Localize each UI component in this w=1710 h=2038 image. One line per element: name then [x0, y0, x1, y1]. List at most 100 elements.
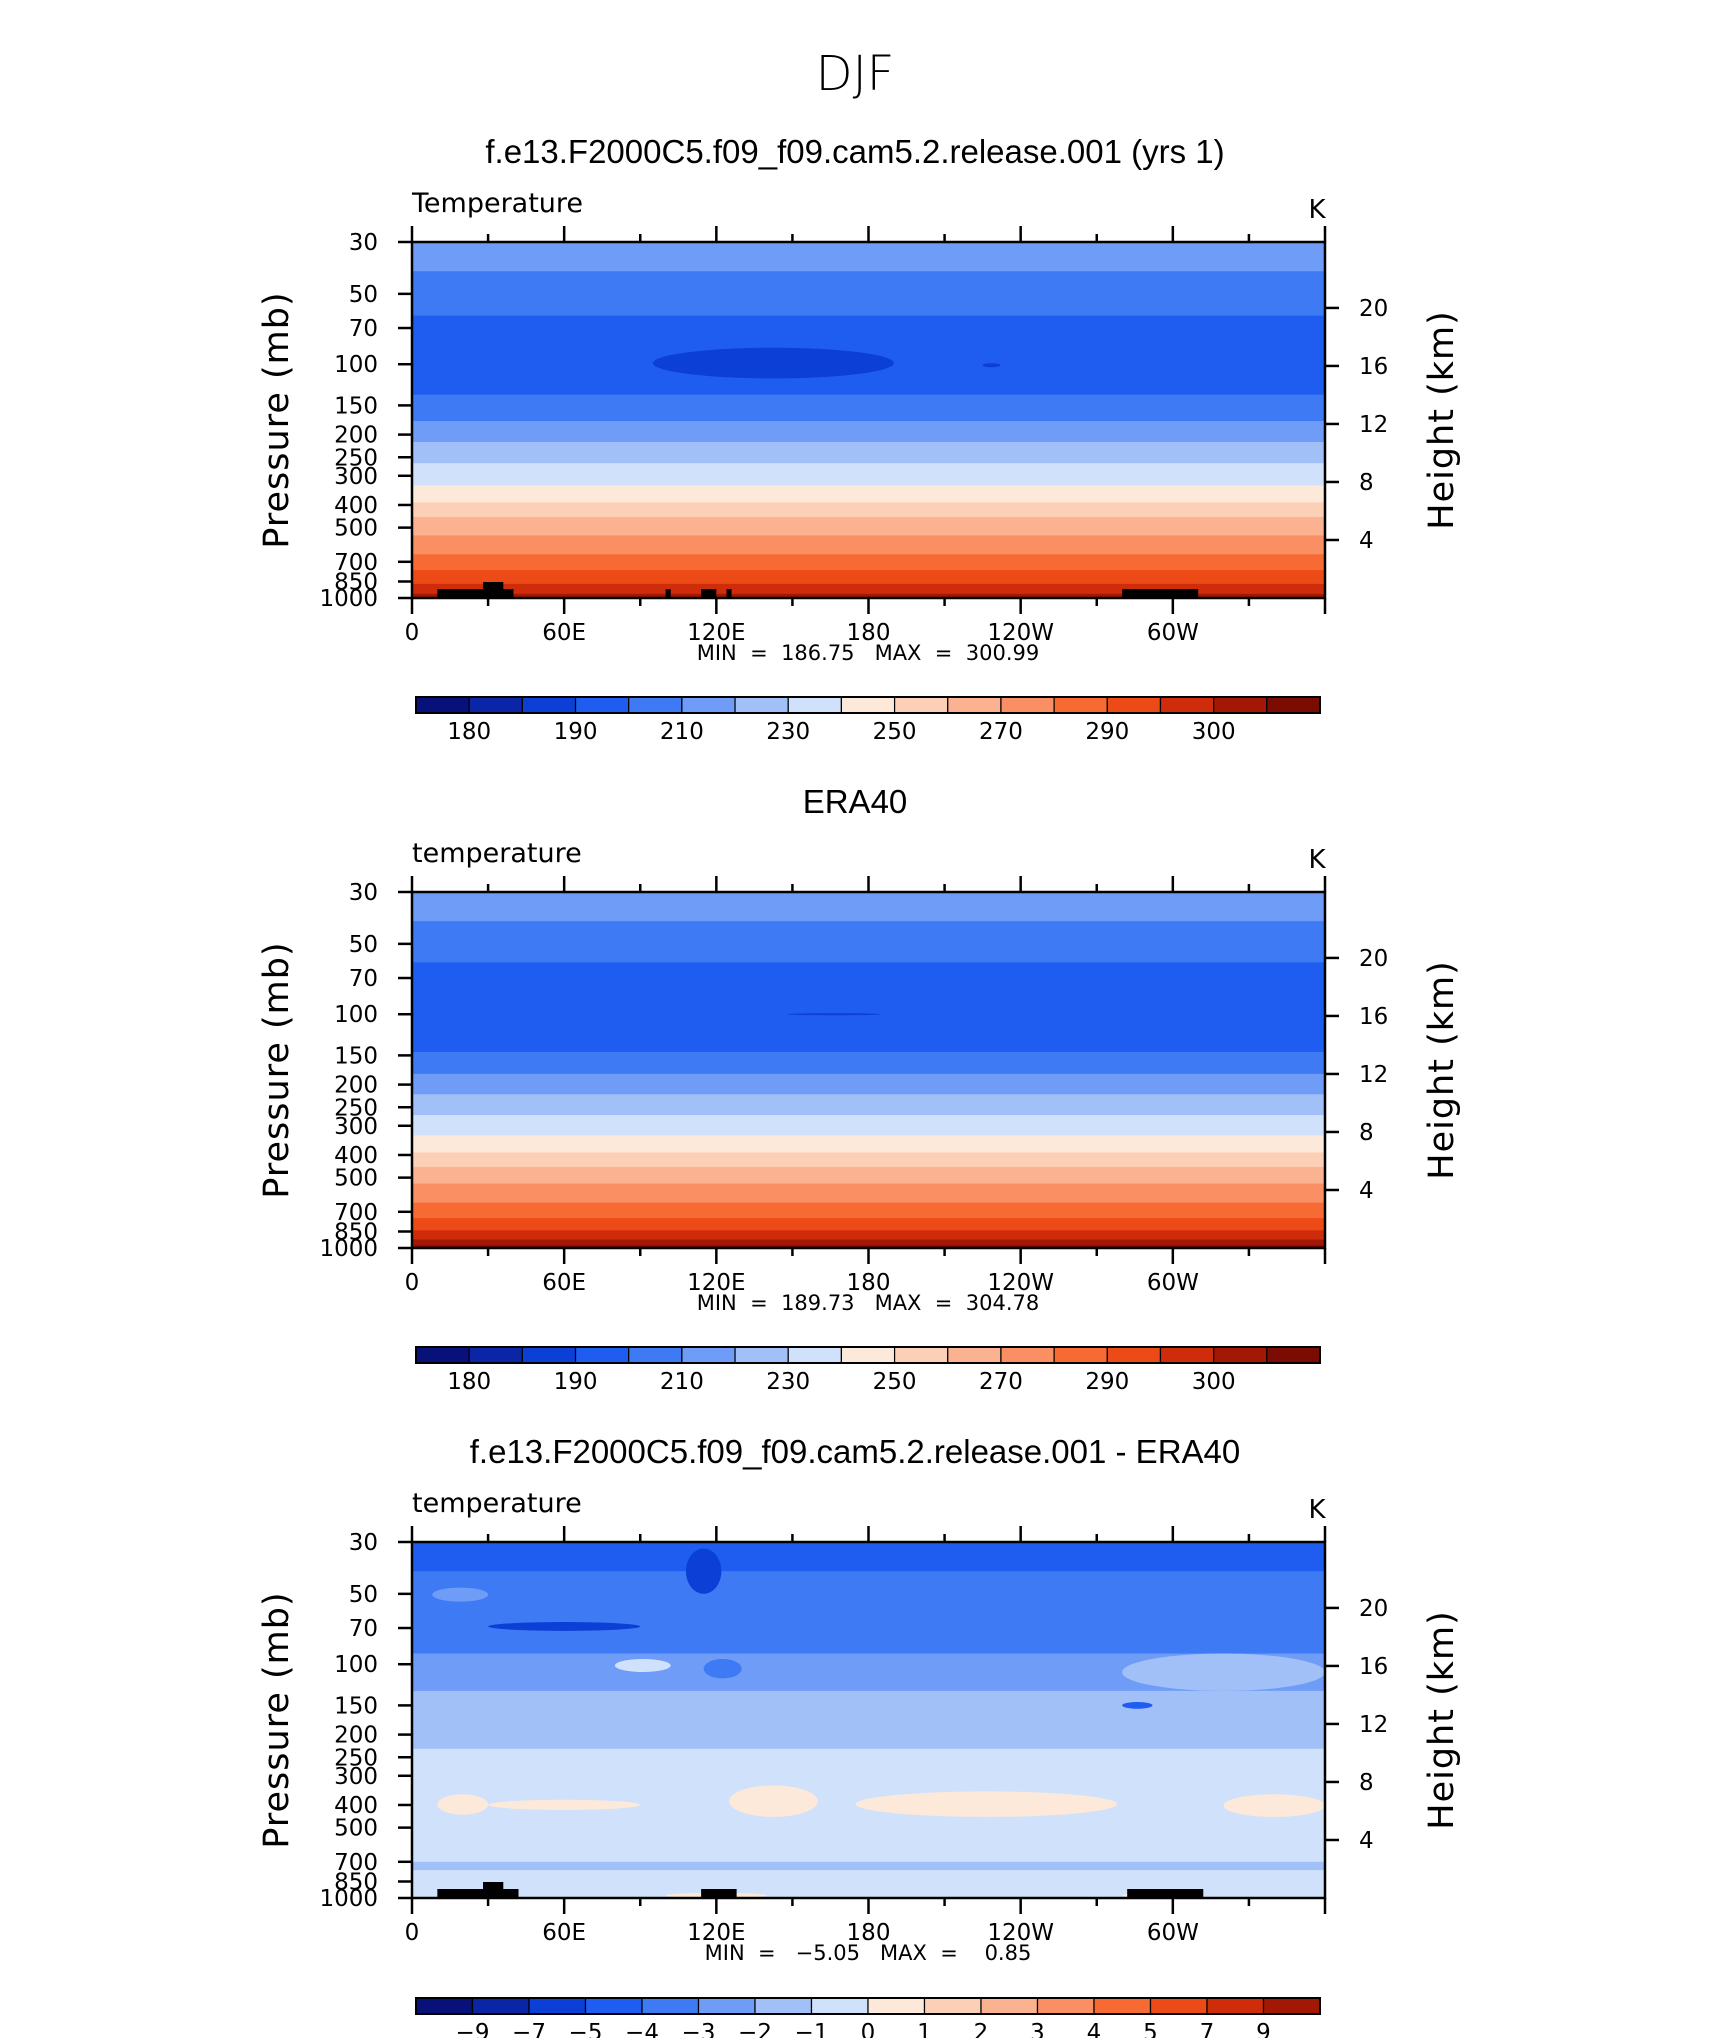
colorbar-label: −2: [738, 2020, 772, 2038]
colorbar-label: 180: [447, 719, 491, 745]
topography-mask: [483, 1882, 504, 1898]
contour-band: [412, 485, 1325, 504]
contour-band: [412, 1135, 1325, 1154]
y2-tick-label: 12: [1359, 1062, 1388, 1088]
colorbar: −9 −7 −5 −4 −3 −2 −1 0 1 2 3 4 5 7 9: [415, 1997, 1321, 2038]
contour-feature: [703, 1659, 742, 1679]
colorbar-swatch: [1262, 1997, 1321, 2015]
colorbar-swatch: [521, 696, 577, 714]
contour-feature: [488, 1622, 641, 1631]
colorbar-swatch: [521, 1346, 577, 1364]
x-tick-label: 60W: [1147, 620, 1199, 646]
x-tick-label: 60W: [1147, 1270, 1199, 1296]
colorbar-swatch: [947, 1346, 1002, 1364]
colorbar-swatch: [980, 1997, 1039, 2015]
y-axis-label: Pressure (mb): [257, 291, 297, 548]
x-tick-label: 0: [405, 1920, 420, 1946]
colorbar-label: 210: [660, 1369, 704, 1395]
colorbar-swatch: [415, 696, 470, 714]
contour-feature: [685, 1548, 722, 1594]
topography-mask: [483, 582, 504, 598]
y-tick-label: 500: [334, 516, 378, 542]
panel-3: f.e13.F2000C5.f09_f09.cam5.2.release.001…: [257, 1433, 1462, 2038]
left-string: temperature: [412, 1488, 582, 1519]
colorbar-swatch: [1266, 696, 1321, 714]
colorbar-swatch: [1093, 1997, 1152, 2015]
y-tick-label: 100: [334, 1002, 378, 1028]
y-tick-label: 200: [334, 1073, 378, 1099]
contour-feature: [982, 363, 1001, 368]
contour-band: [412, 593, 1325, 598]
y-tick-label: 300: [334, 1764, 378, 1790]
colorbar-swatch: [415, 1997, 474, 2015]
colorbar-swatch: [787, 696, 843, 714]
colorbar-swatch: [641, 1997, 700, 2015]
colorbar-label: 180: [447, 1369, 491, 1395]
colorbar-swatch: [1036, 1997, 1095, 2015]
contour-band: [412, 1861, 1325, 1871]
contour-band: [412, 892, 1325, 922]
colorbar-label: −5: [569, 2020, 603, 2038]
colorbar-swatch: [1149, 1997, 1208, 2015]
colorbar-label: 300: [1192, 719, 1236, 745]
colorbar-swatch: [1159, 1346, 1215, 1364]
y-tick-label: 700: [334, 1850, 378, 1876]
contour-band: [412, 535, 1325, 555]
x-tick-label: 120E: [687, 1270, 745, 1296]
colorbar-swatch: [681, 696, 736, 714]
y2-tick-label: 8: [1359, 1770, 1374, 1796]
y2-tick-label: 16: [1359, 1654, 1388, 1680]
x-tick-label: 60E: [542, 1920, 586, 1946]
x-tick-label: 120E: [687, 1920, 745, 1946]
y2-tick-label: 12: [1359, 1712, 1388, 1738]
colorbar-swatch: [840, 1346, 896, 1364]
contour-band: [412, 1571, 1325, 1655]
contour-band: [412, 1245, 1325, 1248]
colorbar-frame: [415, 696, 1321, 714]
y-tick-label: 50: [349, 1582, 378, 1608]
x-tick-label: 60E: [542, 620, 586, 646]
colorbar-swatch: [923, 1997, 982, 2015]
y2-axis-label: Height (km): [1422, 310, 1462, 530]
topography-mask: [437, 589, 514, 598]
colorbar-label: 7: [1200, 2020, 1215, 2038]
colorbar-swatch: [1206, 1997, 1265, 2015]
colorbar-swatch: [415, 1346, 470, 1364]
min-max-text: MIN = −5.05 MAX = 0.85: [705, 1941, 1032, 1965]
contour-band: [412, 583, 1325, 595]
colorbar-swatch: [1000, 1346, 1055, 1364]
min-max-text: MIN = 189.73 MAX = 304.78: [697, 1291, 1039, 1315]
contour-band: [412, 441, 1325, 464]
contour-band: [412, 394, 1325, 422]
colorbar-swatch: [810, 1997, 869, 2015]
topography-mask: [665, 589, 671, 598]
colorbar-swatch: [1106, 1346, 1162, 1364]
x-tick-label: 120W: [987, 620, 1054, 646]
y2-tick-label: 8: [1359, 470, 1374, 496]
colorbar-swatch: [628, 1346, 683, 1364]
y-tick-label: 70: [349, 966, 378, 992]
contour-band: [412, 554, 1325, 571]
y-tick-label: 850: [334, 570, 378, 596]
y-tick-label: 700: [334, 550, 378, 576]
plot-area: [412, 892, 1325, 1248]
y2-tick-label: 16: [1359, 1004, 1388, 1030]
right-string: K: [1308, 845, 1326, 875]
contour-band: [412, 421, 1325, 443]
y-tick-label: 150: [334, 1043, 378, 1069]
panel-title: f.e13.F2000C5.f09_f09.cam5.2.release.001…: [485, 133, 1224, 170]
colorbar-swatch: [1159, 696, 1215, 714]
colorbar-label: −4: [625, 2020, 659, 2038]
colorbar-label: −7: [512, 2020, 546, 2038]
topography-mask: [726, 589, 732, 598]
y-tick-label: 1000: [319, 586, 378, 612]
colorbar-swatch: [1106, 696, 1162, 714]
colorbar-label: 250: [873, 719, 917, 745]
colorbar-label: 290: [1085, 719, 1129, 745]
y2-axis-label: Height (km): [1422, 960, 1462, 1180]
x-tick-label: 0: [405, 620, 420, 646]
colorbar-label: 3: [1030, 2020, 1045, 2038]
colorbar-label: 250: [873, 1369, 917, 1395]
y-tick-label: 30: [349, 880, 378, 906]
